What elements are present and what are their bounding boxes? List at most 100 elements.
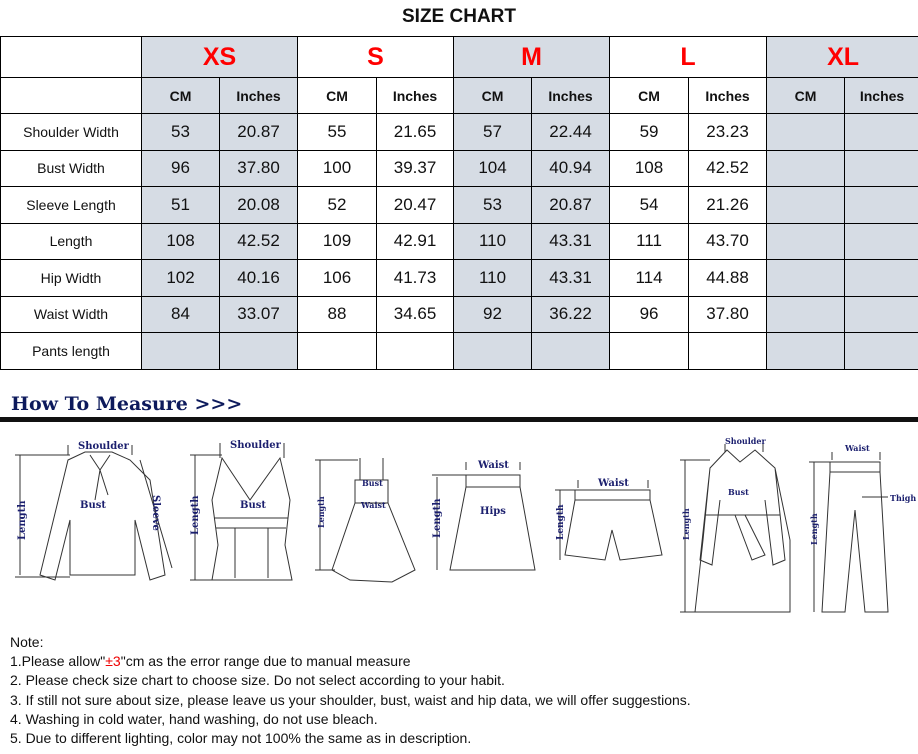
- unit-header-inches: Inches: [531, 77, 611, 114]
- measurement-cell: [766, 113, 846, 151]
- row-label: Hip Width: [0, 259, 142, 297]
- measurement-cell: [766, 259, 846, 297]
- row-label: Pants length: [0, 332, 142, 370]
- measurement-cell: 40.94: [531, 149, 611, 187]
- notes: Note: 1.Please allow"±3"cm as the error …: [10, 633, 691, 748]
- measurement-cell: [141, 332, 220, 370]
- waist-label: Waist: [477, 460, 509, 471]
- length-label: Length: [190, 495, 201, 535]
- measurement-cell: 42.91: [376, 222, 455, 260]
- unit-header-inches: Inches: [844, 77, 918, 114]
- measurement-cell: 53: [453, 186, 533, 224]
- notes-heading: Note:: [10, 634, 44, 650]
- corner-cell: [0, 36, 142, 78]
- measurement-cell: 54: [609, 186, 690, 224]
- measurement-cell: 20.47: [376, 186, 455, 224]
- unit-header-cm: CM: [609, 77, 690, 114]
- measurement-cell: 21.26: [688, 186, 768, 224]
- measurement-cell: [844, 295, 918, 333]
- measurement-cell: [844, 113, 918, 151]
- measurement-cell: 102: [141, 259, 220, 297]
- measurement-cell: 34.65: [376, 295, 455, 333]
- size-header-m: M: [453, 36, 611, 78]
- measurement-cell: 20.08: [218, 186, 299, 224]
- size-table: XS S M L XL CM Inches CM Inches CM Inches CM Inches C…: [0, 36, 918, 370]
- waist-label: Waist: [844, 443, 870, 453]
- shoulder-label: Shoulder: [230, 440, 282, 451]
- dress-illustration: [315, 458, 416, 583]
- measurement-cell: 96: [141, 149, 220, 187]
- unit-header-cm: CM: [297, 77, 378, 114]
- measurement-cell: 55: [297, 113, 378, 151]
- measurement-cell: [844, 332, 918, 370]
- measurement-cell: 57: [453, 113, 533, 151]
- measurement-cell: [531, 332, 611, 370]
- bust-label: Bust: [362, 478, 383, 488]
- note-3: 3. If still not sure about size, please …: [10, 691, 691, 708]
- measurement-cell: [766, 149, 846, 187]
- row-label: Waist Width: [0, 295, 142, 333]
- measurement-cell: [844, 186, 918, 224]
- measurement-cell: 96: [609, 295, 690, 333]
- measurement-cell: 44.88: [688, 259, 768, 297]
- measurement-cell: 111: [609, 222, 690, 260]
- size-header-l: L: [609, 36, 768, 78]
- size-header-xs: XS: [140, 36, 299, 78]
- row-label: Length: [0, 222, 142, 260]
- unit-header-cm: CM: [141, 77, 220, 114]
- note-4: 4. Washing in cold water, hand washing, …: [10, 710, 378, 727]
- measurement-cell: [218, 332, 299, 370]
- measurement-cell: 52: [297, 186, 378, 224]
- measurement-cell: 106: [297, 259, 378, 297]
- measurement-cell: [766, 222, 846, 260]
- waist-label: Waist: [597, 478, 629, 489]
- measurement-cell: 43.70: [688, 222, 768, 260]
- measurement-cell: 20.87: [218, 113, 299, 151]
- blouse-illustration: [15, 445, 173, 581]
- length-label: Length: [681, 508, 691, 540]
- size-header-s: S: [297, 36, 455, 78]
- measurement-cell: 84: [141, 295, 220, 333]
- note-5: 5. Due to different lighting, color may …: [10, 730, 472, 747]
- bust-label: Bust: [728, 487, 749, 497]
- sleeve-label: Sleeve: [150, 495, 161, 531]
- measurement-cell: 42.52: [688, 149, 768, 187]
- vest-illustration: [190, 443, 293, 581]
- table-row: Length 108 42.52 109 42.91 110 43.31 111 43.70: [0, 222, 918, 260]
- unit-header-inches: Inches: [688, 77, 768, 114]
- measurement-cell: 23.23: [688, 113, 768, 151]
- length-label: Length: [809, 513, 819, 545]
- row-label: Bust Width: [0, 149, 142, 187]
- hips-label: Hips: [480, 506, 506, 517]
- measurement-cell: 21.65: [376, 113, 455, 151]
- table-row: Pants length: [0, 332, 918, 370]
- table-row: Waist Width 84 33.07 88 34.65 92 36.22 96 37.80: [0, 295, 918, 333]
- measurement-cell: 40.16: [218, 259, 299, 297]
- measurement-cell: 41.73: [376, 259, 455, 297]
- coat-illustration: [680, 444, 791, 613]
- table-row: Sleeve Length 51 20.08 52 20.47 53 20.87 54 21.2…: [0, 186, 918, 224]
- measurement-cell: 100: [297, 149, 378, 187]
- measurement-cell: 22.44: [531, 113, 611, 151]
- measurement-cell: 20.87: [531, 186, 611, 224]
- unit-header-cm: CM: [766, 77, 846, 114]
- thigh-label: Thigh: [890, 493, 916, 503]
- note-text: 1.Please allow": [10, 653, 106, 670]
- measurement-cell: 36.22: [531, 295, 611, 333]
- unit-header-cm: CM: [453, 77, 533, 114]
- shorts-illustration: [555, 480, 663, 561]
- measurement-cell: 43.31: [531, 259, 611, 297]
- table-row: Hip Width 102 40.16 106 41.73 110 43.31 114 44.8…: [0, 259, 918, 297]
- measurement-cell: [453, 332, 533, 370]
- divider: [0, 417, 918, 422]
- row-label: Sleeve Length: [0, 186, 142, 224]
- length-label: Length: [556, 504, 566, 540]
- shoulder-label: Shoulder: [78, 441, 130, 452]
- measurement-cell: [297, 332, 378, 370]
- unit-header-inches: Inches: [376, 77, 455, 114]
- measurement-cell: 51: [141, 186, 220, 224]
- measurement-cell: 37.80: [688, 295, 768, 333]
- measurement-cell: [766, 186, 846, 224]
- bust-label: Bust: [80, 500, 106, 511]
- unit-header-inches: Inches: [218, 77, 299, 114]
